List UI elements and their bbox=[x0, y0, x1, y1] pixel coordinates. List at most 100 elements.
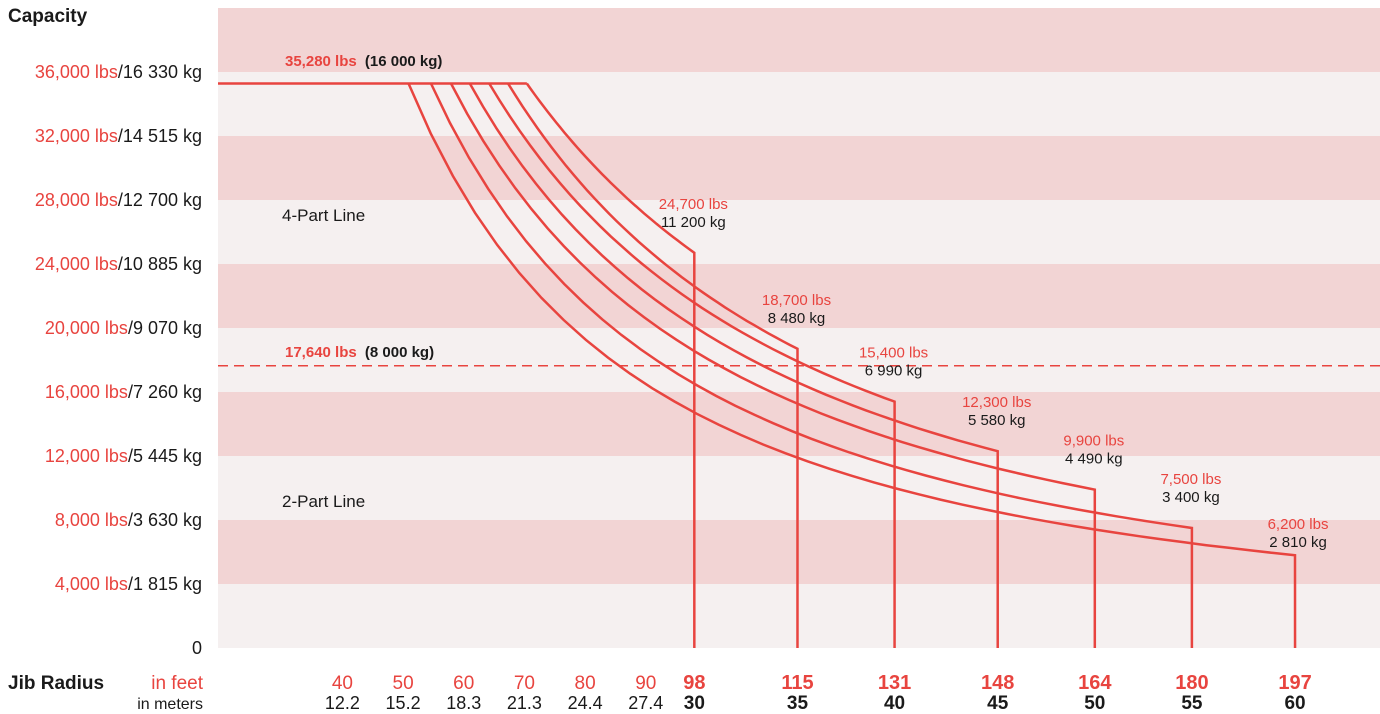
y-tick-kg: /16 330 kg bbox=[118, 62, 202, 82]
y-tick-label: 20,000 lbs/9 070 kg bbox=[45, 318, 202, 338]
x-tick-meters: 24.4 bbox=[568, 693, 603, 713]
y-tick-kg: /12 700 kg bbox=[118, 190, 202, 210]
y-tick-lbs: 16,000 bbox=[45, 382, 105, 402]
y-tick-label: 32,000 lbs/14 515 kg bbox=[35, 126, 202, 146]
two-part-limit-kg: (8 000 kg) bbox=[365, 344, 434, 361]
x-tick-meters: 15.2 bbox=[386, 693, 421, 713]
x-tick-feet: 90 bbox=[635, 673, 656, 694]
two-part-limit-label: 17,640 lbs (8 000 kg) bbox=[285, 344, 434, 361]
capacity-curve-148ft bbox=[468, 82, 999, 649]
x-axis-title: Jib Radius bbox=[8, 673, 104, 694]
capacity-curve-131ft bbox=[488, 82, 896, 649]
x-tick-feet: 50 bbox=[393, 673, 414, 694]
x-unit-feet: in feet bbox=[151, 673, 203, 694]
band-2 bbox=[218, 136, 1380, 200]
y-tick-unit: lbs bbox=[105, 510, 128, 530]
capacity-curve-180ft bbox=[429, 82, 1194, 648]
curve-end-lbs: 7,500 lbs bbox=[1160, 471, 1221, 488]
x-tick-feet: 60 bbox=[453, 673, 474, 694]
y-tick-unit: lbs bbox=[95, 62, 118, 82]
x-tick-meters: 45 bbox=[987, 693, 1009, 714]
curve-end-kg: 2 810 kg bbox=[1269, 534, 1327, 551]
x-tick-meters: 30 bbox=[684, 693, 705, 714]
y-tick-lbs: 28,000 bbox=[35, 190, 95, 210]
x-tick-meters: 40 bbox=[884, 693, 905, 714]
y-tick-unit: lbs bbox=[105, 382, 128, 402]
x-tick-feet: 115 bbox=[781, 672, 813, 694]
band-8 bbox=[218, 520, 1380, 584]
y-tick-kg: /14 515 kg bbox=[118, 126, 202, 146]
y-tick-unit: lbs bbox=[95, 190, 118, 210]
band-3 bbox=[218, 200, 1380, 264]
x-tick-meters: 18.3 bbox=[446, 693, 481, 713]
curve-end-lbs: 24,700 lbs bbox=[659, 196, 728, 213]
y-tick-unit: lbs bbox=[95, 126, 118, 146]
y-axis-labels: 36,000 lbs/16 330 kg 32,000 lbs/14 515 kg… bbox=[35, 62, 202, 658]
y-tick-unit: lbs bbox=[105, 574, 128, 594]
two-part-line-label: 2-Part Line bbox=[282, 492, 365, 511]
y-tick-kg: /7 260 kg bbox=[128, 382, 202, 402]
curve-end-kg: 8 480 kg bbox=[768, 310, 826, 327]
x-tick-feet: 197 bbox=[1278, 672, 1311, 694]
x-tick-feet: 98 bbox=[683, 672, 705, 694]
y-tick-lbs: 12,000 bbox=[45, 446, 105, 466]
y-tick-kg: /1 815 kg bbox=[128, 574, 202, 594]
y-tick-lbs: 24,000 bbox=[35, 254, 95, 274]
x-tick-meters: 35 bbox=[787, 693, 809, 714]
band-5 bbox=[218, 328, 1380, 392]
x-tick-feet: 70 bbox=[514, 673, 535, 694]
x-tick-feet: 180 bbox=[1175, 672, 1208, 694]
y-axis-title: Capacity bbox=[8, 6, 88, 27]
y-tick-label: 0 bbox=[192, 638, 202, 658]
capacity-curve-115ft bbox=[506, 82, 799, 649]
curve-end-kg: 4 490 kg bbox=[1065, 451, 1123, 468]
curve-end-kg: 6 990 kg bbox=[865, 363, 923, 380]
band-9 bbox=[218, 584, 1380, 648]
curve-end-lbs: 18,700 lbs bbox=[762, 292, 831, 309]
capacity-curves bbox=[218, 82, 1380, 649]
y-tick-label: 24,000 lbs/10 885 kg bbox=[35, 254, 202, 274]
x-tick-meters: 21.3 bbox=[507, 693, 542, 713]
x-tick-feet: 148 bbox=[981, 672, 1014, 694]
y-tick-label: 16,000 lbs/7 260 kg bbox=[45, 382, 202, 402]
y-tick-lbs: 8,000 bbox=[55, 510, 105, 530]
band-0 bbox=[218, 8, 1380, 72]
curve-end-lbs: 9,900 lbs bbox=[1063, 433, 1124, 450]
curve-end-lbs: 15,400 lbs bbox=[859, 345, 928, 362]
y-tick-label: 28,000 lbs/12 700 kg bbox=[35, 190, 202, 210]
y-tick-kg: 0 bbox=[192, 638, 202, 658]
y-tick-unit: lbs bbox=[105, 318, 128, 338]
x-unit-meters: in meters bbox=[137, 696, 203, 713]
max-capacity-label: 35,280 lbs (16 000 kg) bbox=[285, 53, 442, 70]
y-tick-unit: lbs bbox=[105, 446, 128, 466]
four-part-line-label: 4-Part Line bbox=[282, 206, 365, 225]
y-tick-label: 12,000 lbs/5 445 kg bbox=[45, 446, 202, 466]
y-tick-label: 8,000 lbs/3 630 kg bbox=[55, 510, 202, 530]
capacity-curve-164ft bbox=[449, 82, 1097, 649]
band-1 bbox=[218, 72, 1380, 136]
x-tick-meters: 55 bbox=[1181, 693, 1203, 714]
x-tick-feet: 131 bbox=[878, 672, 911, 694]
x-tick-meters: 50 bbox=[1084, 693, 1105, 714]
curve-end-kg: 3 400 kg bbox=[1162, 489, 1220, 506]
x-tick-feet: 80 bbox=[575, 673, 596, 694]
y-tick-kg: /3 630 kg bbox=[128, 510, 202, 530]
y-tick-label: 4,000 lbs/1 815 kg bbox=[55, 574, 202, 594]
y-tick-lbs: 32,000 bbox=[35, 126, 95, 146]
y-tick-lbs: 20,000 bbox=[45, 318, 105, 338]
max-capacity-kg: (16 000 kg) bbox=[365, 53, 443, 70]
x-tick-feet: 40 bbox=[332, 673, 353, 694]
x-axis-labels: 4012.25015.26018.37021.38024.49027.49830… bbox=[325, 672, 1312, 714]
y-tick-lbs: 4,000 bbox=[55, 574, 105, 594]
y-tick-kg: /5 445 kg bbox=[128, 446, 202, 466]
capacity-curve-197ft bbox=[407, 83, 1297, 649]
y-tick-kg: /10 885 kg bbox=[118, 254, 202, 274]
y-tick-lbs: 36,000 bbox=[35, 62, 95, 82]
y-tick-unit: lbs bbox=[95, 254, 118, 274]
band-7 bbox=[218, 456, 1380, 520]
curve-end-lbs: 6,200 lbs bbox=[1268, 516, 1329, 533]
curve-end-lbs: 12,300 lbs bbox=[962, 394, 1031, 411]
band-6 bbox=[218, 392, 1380, 456]
